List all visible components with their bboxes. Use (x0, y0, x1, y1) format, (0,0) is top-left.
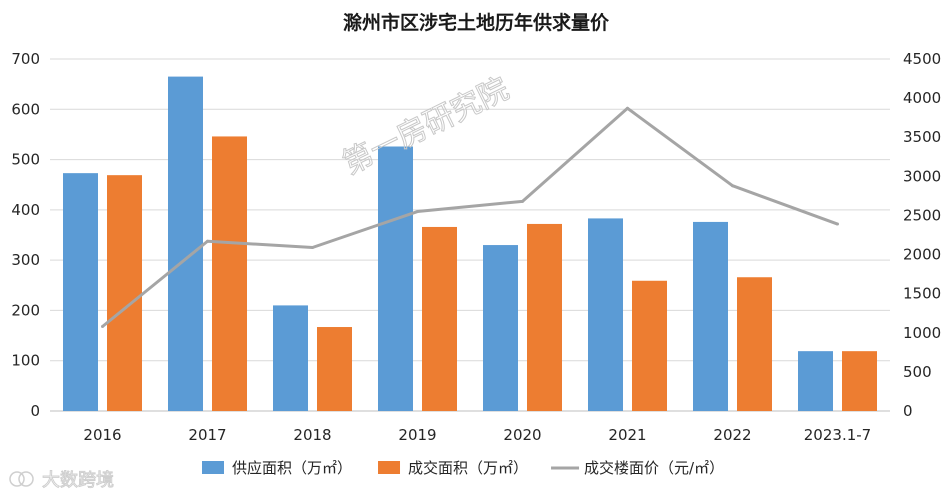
chart-title: 滁州市区涉宅土地历年供求量价 (343, 11, 610, 34)
price-line-path (101, 106, 839, 328)
bar-transaction (107, 175, 142, 411)
bar-supply (168, 76, 203, 411)
legend-label-1: 成交面积（万㎡） (408, 459, 528, 477)
right-tick-label: 4500 (903, 50, 941, 68)
left-axis-ticks: 0 100 200 300 400 500 600 700 (11, 50, 40, 420)
left-tick-label: 600 (11, 100, 40, 118)
bars (63, 76, 877, 412)
bar-transaction (737, 277, 772, 411)
right-tick-label: 3000 (903, 167, 941, 185)
bar-supply (378, 146, 413, 412)
corner-logo-icon (9, 471, 25, 487)
left-tick-label: 700 (11, 50, 40, 68)
price-point (311, 246, 314, 250)
x-tick-label: 2021 (608, 426, 646, 444)
bar-transaction (527, 223, 562, 411)
bar-supply (798, 351, 833, 411)
x-tick-label: 2017 (188, 426, 226, 444)
right-tick-label: 3500 (903, 128, 941, 146)
x-tick-label: 2016 (83, 426, 121, 444)
bar-transaction (632, 280, 667, 411)
legend: 供应面积（万㎡） 成交面积（万㎡） 成交楼面价（元/㎡） (202, 459, 724, 477)
right-tick-label: 4000 (903, 89, 941, 107)
price-point (626, 106, 629, 110)
corner-watermark: 大数跨境 (9, 470, 115, 492)
bar-supply (63, 173, 98, 411)
bar-supply (693, 221, 728, 411)
right-tick-label: 1000 (903, 324, 941, 342)
left-tick-label: 0 (30, 402, 40, 420)
corner-mark-text: 大数跨境 (42, 470, 114, 491)
right-tick-label: 1500 (903, 285, 941, 303)
price-point (416, 210, 419, 214)
bar-supply (483, 245, 518, 411)
price-point (836, 222, 839, 226)
left-tick-label: 400 (11, 201, 40, 219)
legend-swatch-0 (202, 461, 224, 474)
price-point (101, 325, 104, 329)
legend-label-0: 供应面积（万㎡） (232, 459, 352, 477)
price-point (731, 184, 734, 188)
x-axis-labels: 2016 2017 2018 2019 2020 2021 2022 2023.1-7 (83, 426, 871, 444)
x-tick-label: 2022 (713, 426, 751, 444)
x-tick-label: 2018 (293, 426, 331, 444)
x-tick-label: 2023.1-7 (804, 426, 871, 444)
x-tick-label: 2019 (398, 426, 436, 444)
left-tick-label: 100 (11, 352, 40, 370)
right-tick-label: 500 (903, 363, 932, 381)
watermark-text: 第一房研究院 (337, 71, 514, 181)
bar-transaction (842, 351, 877, 411)
bar-transaction (317, 327, 352, 411)
right-tick-label: 2500 (903, 206, 941, 224)
price-point (521, 199, 524, 203)
price-line (101, 106, 839, 329)
bar-transaction (212, 136, 247, 411)
x-tick-label: 2020 (503, 426, 541, 444)
legend-swatch-1 (378, 461, 401, 474)
right-tick-label: 2000 (903, 246, 941, 264)
left-tick-label: 200 (11, 301, 40, 319)
left-tick-label: 300 (11, 251, 40, 269)
bar-transaction (422, 226, 457, 411)
legend-label-2: 成交楼面价（元/㎡） (584, 459, 724, 477)
left-tick-label: 500 (11, 151, 40, 169)
bar-supply (273, 305, 308, 411)
corner-logo-icon-2 (18, 471, 34, 487)
bar-supply (588, 218, 623, 411)
right-tick-label: 0 (903, 402, 913, 420)
right-axis-ticks: 0 500 1000 1500 2000 2500 3000 3500 4000 4500 (903, 50, 941, 420)
price-point (206, 239, 209, 243)
